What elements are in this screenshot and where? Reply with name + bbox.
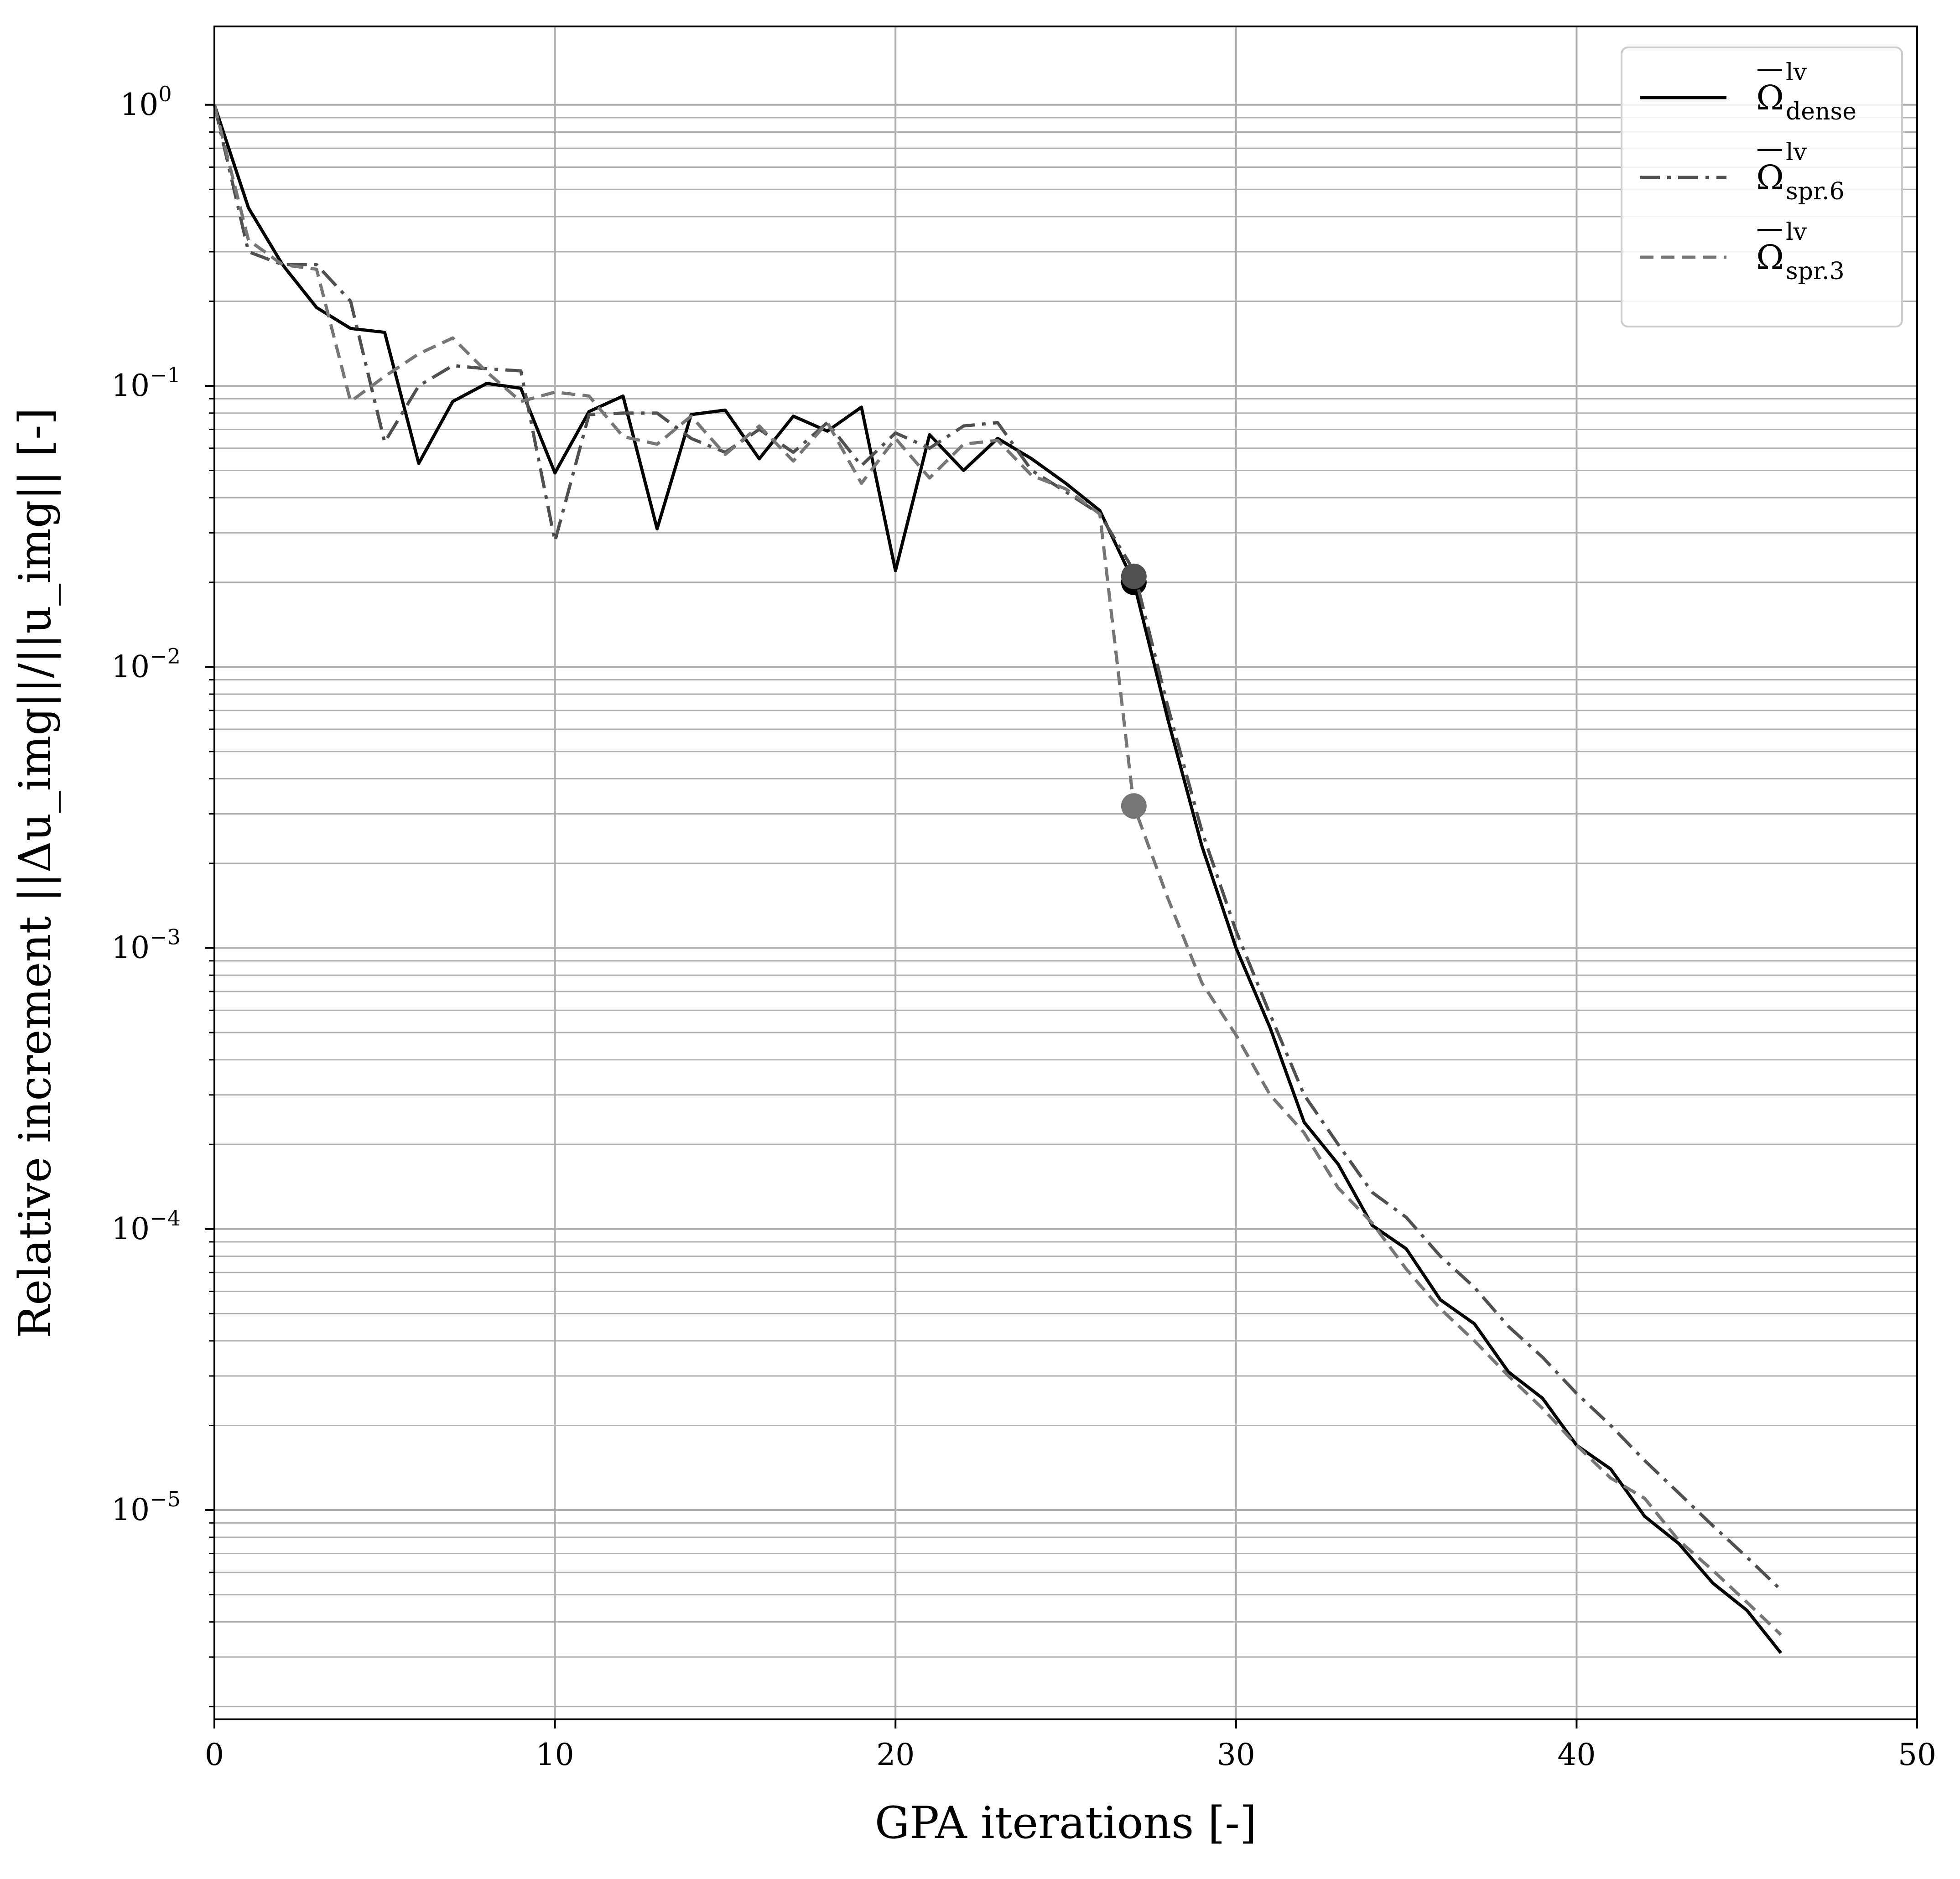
legend-sup-1: lv bbox=[1786, 139, 1807, 166]
plot-frame bbox=[213, 26, 1918, 1720]
x-tick-label: 20 bbox=[876, 1737, 915, 1772]
legend-sub-2: spr.3 bbox=[1786, 258, 1845, 285]
legend-sup-2: lv bbox=[1786, 218, 1807, 246]
legend-sup-0: lv bbox=[1786, 59, 1807, 86]
series-line-1 bbox=[213, 104, 1782, 1591]
legend-label-0: Ω bbox=[1756, 78, 1784, 118]
series-layer bbox=[213, 104, 1783, 1654]
x-tick-label: 30 bbox=[1217, 1737, 1255, 1772]
y-tick-label: 10−4 bbox=[111, 1206, 181, 1246]
ticks-layer: 100 10−1 10−2 10−3 10−4 10−5 0 10 20 30 40 50 bbox=[111, 82, 1936, 1772]
y-tick-label: 100 bbox=[120, 82, 172, 122]
series-line-0 bbox=[213, 104, 1783, 1654]
x-axis-label: GPA iterations [-] bbox=[875, 1797, 1257, 1848]
legend-label-2: Ω bbox=[1756, 238, 1784, 277]
x-tick-label: 0 bbox=[205, 1737, 224, 1772]
series-marker-1 bbox=[1121, 563, 1147, 589]
legend-sub-1: spr.6 bbox=[1786, 178, 1845, 205]
y-tick-label: 10−3 bbox=[111, 925, 181, 965]
x-tick-label: 40 bbox=[1557, 1737, 1596, 1772]
legend-label-1: Ω bbox=[1756, 158, 1784, 197]
series-marker-2 bbox=[1121, 793, 1147, 819]
x-tick-label: 50 bbox=[1898, 1737, 1936, 1772]
x-tick-label: 10 bbox=[536, 1737, 574, 1772]
legend-sub-0: dense bbox=[1786, 98, 1856, 125]
y-tick-label: 10−2 bbox=[111, 644, 181, 684]
y-tick-label: 10−5 bbox=[111, 1487, 181, 1527]
y-axis-label: Relative increment ||Δu_img||/||u_img|| … bbox=[10, 408, 61, 1338]
series-line-2 bbox=[213, 104, 1782, 1636]
y-tick-label: 10−1 bbox=[111, 363, 181, 403]
